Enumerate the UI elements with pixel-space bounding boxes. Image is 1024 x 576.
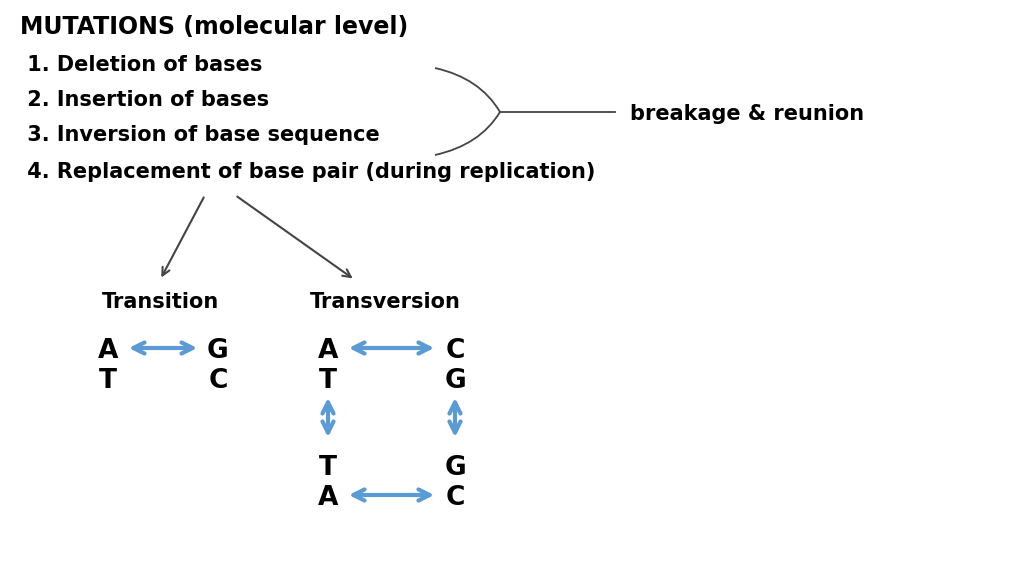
Text: A: A (317, 485, 338, 511)
Text: T: T (99, 368, 117, 394)
Text: 2. Insertion of bases: 2. Insertion of bases (20, 90, 269, 110)
Text: MUTATIONS (molecular level): MUTATIONS (molecular level) (20, 15, 409, 39)
Text: G: G (207, 338, 229, 364)
Text: 3. Inversion of base sequence: 3. Inversion of base sequence (20, 125, 380, 145)
Text: T: T (319, 455, 337, 481)
Text: Transversion: Transversion (309, 292, 461, 312)
Text: G: G (444, 368, 466, 394)
Text: A: A (317, 338, 338, 364)
Text: Transition: Transition (101, 292, 219, 312)
Text: breakage & reunion: breakage & reunion (630, 104, 864, 124)
Text: C: C (445, 338, 465, 364)
Text: A: A (98, 338, 118, 364)
Text: C: C (208, 368, 227, 394)
Text: T: T (319, 368, 337, 394)
Text: 4. Replacement of base pair (during replication): 4. Replacement of base pair (during repl… (20, 162, 595, 182)
Text: 1. Deletion of bases: 1. Deletion of bases (20, 55, 262, 75)
Text: C: C (445, 485, 465, 511)
Text: G: G (444, 455, 466, 481)
